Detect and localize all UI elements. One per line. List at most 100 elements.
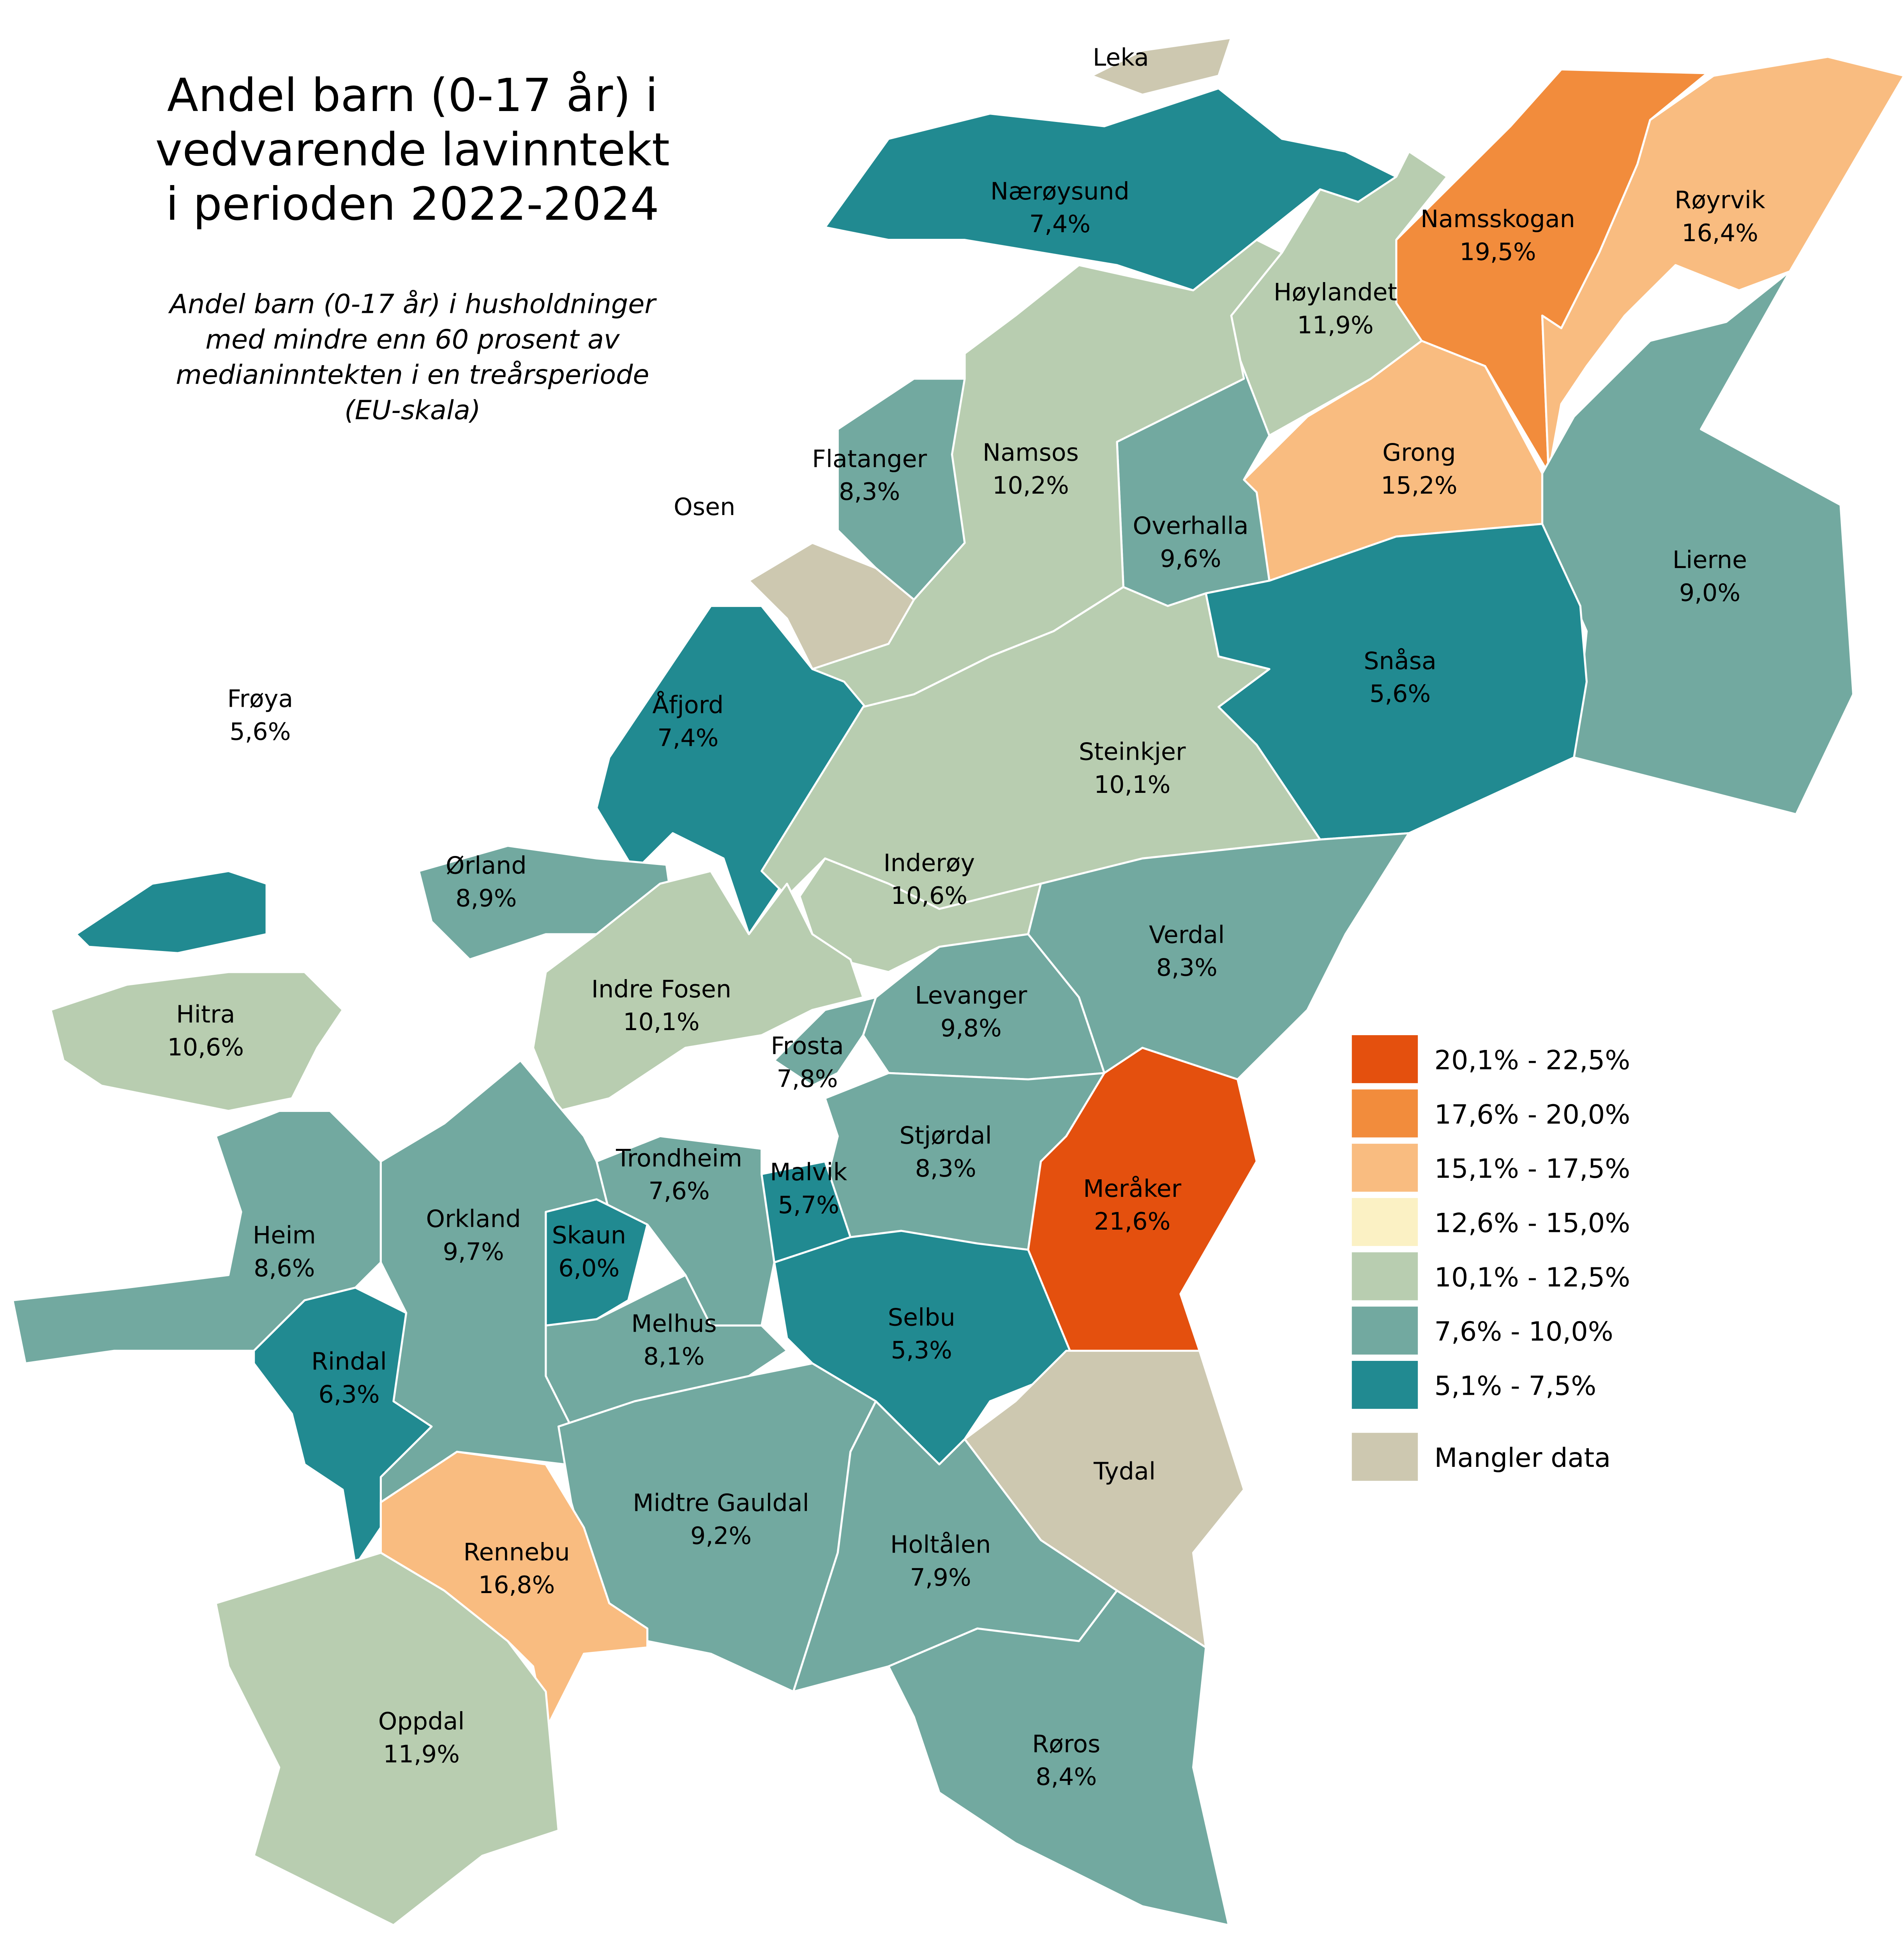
- municipality-name: Meråker: [1083, 1175, 1182, 1203]
- municipality-name: Trondheim: [616, 1144, 742, 1172]
- municipality-value: 7,4%: [657, 724, 718, 752]
- municipality-name: Åfjord: [652, 691, 723, 719]
- municipality-name: Rindal: [311, 1348, 387, 1376]
- municipality-name: Heim: [253, 1221, 316, 1249]
- municipality-value: 5,7%: [778, 1191, 839, 1219]
- municipality-name: Malvik: [770, 1158, 847, 1186]
- region-hitra: [49, 971, 344, 1112]
- title-line: Andel barn (0-17 år) i: [167, 69, 658, 122]
- municipality-name: Orkland: [426, 1205, 521, 1233]
- municipality-value: 7,6%: [648, 1177, 709, 1205]
- municipality-name: Snåsa: [1364, 647, 1436, 675]
- region-roros: [887, 1590, 1230, 1926]
- legend-swatch: [1352, 1252, 1418, 1300]
- municipality-value: 8,3%: [1156, 954, 1218, 982]
- municipality-name: Leka: [1093, 44, 1149, 72]
- title-line: i perioden 2022-2024: [166, 177, 659, 231]
- municipality-value: 8,6%: [254, 1254, 315, 1282]
- municipality-value: 15,2%: [1381, 471, 1458, 499]
- municipality-name: Midtre Gauldal: [633, 1489, 809, 1517]
- municipality-name: Nærøysund: [990, 177, 1129, 205]
- municipality-name: Skaun: [552, 1221, 626, 1249]
- municipality-name: Grong: [1382, 439, 1456, 467]
- municipality-name: Frøya: [227, 685, 293, 713]
- municipality-value: 11,9%: [383, 1740, 460, 1768]
- municipality-value: 6,3%: [318, 1380, 379, 1408]
- municipality-value: 10,2%: [992, 471, 1069, 499]
- municipality-value: 8,4%: [1036, 1763, 1097, 1791]
- region-meraker: [1027, 1046, 1258, 1352]
- legend-swatch: [1352, 1143, 1418, 1192]
- municipality-name: Osen: [674, 493, 735, 521]
- municipality-value: 5,3%: [891, 1336, 952, 1364]
- municipality-value: 10,6%: [891, 882, 968, 910]
- region-osen: [748, 542, 915, 670]
- municipality-name: Ørland: [446, 851, 527, 879]
- region-leka: [1091, 37, 1232, 96]
- legend-swatch: [1352, 1198, 1418, 1246]
- legend-swatch: [1352, 1089, 1418, 1138]
- municipality-name: Levanger: [915, 981, 1027, 1009]
- municipality-value: 9,0%: [1679, 579, 1740, 607]
- municipality-value: 8,3%: [839, 478, 900, 506]
- municipality-name: Holtålen: [890, 1531, 991, 1559]
- legend-swatch: [1352, 1433, 1418, 1481]
- legend-label: 20,1% - 22,5%: [1435, 1045, 1630, 1076]
- municipality-name: Stjørdal: [900, 1122, 992, 1150]
- title-line: vedvarende lavinntekt: [155, 123, 670, 176]
- municipality-name: Flatanger: [812, 445, 927, 473]
- municipality-name: Verdal: [1149, 921, 1225, 949]
- subtitle-line: (EU-skala): [344, 395, 480, 426]
- legend-label: 15,1% - 17,5%: [1435, 1154, 1630, 1184]
- municipality-value: 7,4%: [1029, 210, 1091, 238]
- region-froya: [75, 870, 268, 954]
- region-melhus: [545, 1274, 788, 1428]
- municipality-value: 10,1%: [623, 1008, 700, 1036]
- municipality-name: Røyrvik: [1675, 186, 1765, 214]
- municipality-name: Lierne: [1673, 546, 1747, 574]
- legend-label: 5,1% - 7,5%: [1435, 1371, 1597, 1402]
- municipality-value: 9,7%: [443, 1238, 504, 1266]
- municipality-name: Tydal: [1093, 1457, 1156, 1486]
- map-subtitle: Andel barn (0-17 år) i husholdninger med…: [168, 289, 657, 426]
- municipality-name: Høylandet: [1274, 278, 1397, 306]
- municipality-value: 5,6%: [1369, 680, 1431, 708]
- municipality-name: Røros: [1032, 1730, 1100, 1758]
- municipality-regions: [11, 37, 1904, 1926]
- subtitle-line: med mindre enn 60 prosent av: [205, 324, 620, 355]
- municipality-value: 7,8%: [776, 1065, 838, 1093]
- region-royrvik: [1541, 56, 1904, 475]
- subtitle-line: Andel barn (0-17 år) i husholdninger: [168, 289, 657, 320]
- municipality-value: 10,1%: [1094, 771, 1171, 799]
- legend-label: 17,6% - 20,0%: [1435, 1099, 1630, 1130]
- region-indre-fosen: [532, 870, 865, 1112]
- legend-label: 10,1% - 12,5%: [1435, 1262, 1630, 1293]
- municipality-name: Selbu: [888, 1303, 955, 1331]
- municipality-value: 10,6%: [167, 1033, 244, 1061]
- municipality-value: 8,9%: [455, 884, 517, 912]
- municipality-value: 5,6%: [229, 718, 291, 746]
- municipality-labels: Leka Nærøysund 7,4% Namsskogan 19,5% Røyrvik 1…: [167, 44, 1765, 1791]
- municipality-value: 16,8%: [478, 1571, 555, 1599]
- municipality-value: 11,9%: [1297, 311, 1374, 339]
- legend: 20,1% - 22,5% 17,6% - 20,0% 15,1% - 17,5% 1…: [1352, 1035, 1630, 1481]
- legend-label: 12,6% - 15,0%: [1435, 1208, 1630, 1239]
- municipality-name: Frosta: [771, 1032, 843, 1060]
- municipality-name: Steinkjer: [1079, 738, 1186, 766]
- municipality-value: 8,1%: [643, 1343, 704, 1371]
- municipality-name: Namsskogan: [1421, 205, 1575, 233]
- municipality-value: 6,0%: [558, 1254, 619, 1282]
- legend-label: Mangler data: [1435, 1443, 1611, 1473]
- map-title: Andel barn (0-17 år) i vedvarende lavinn…: [155, 69, 670, 230]
- municipality-name: Inderøy: [883, 849, 975, 877]
- region-oppdal: [215, 1551, 560, 1926]
- municipality-name: Hitra: [176, 1000, 235, 1029]
- municipality-value: 9,2%: [690, 1522, 752, 1550]
- municipality-name: Melhus: [631, 1310, 716, 1338]
- municipality-value: 7,9%: [910, 1563, 971, 1592]
- legend-swatch: [1352, 1361, 1418, 1409]
- municipality-name: Rennebu: [463, 1538, 570, 1566]
- municipality-value: 19,5%: [1459, 238, 1536, 266]
- municipality-value: 8,3%: [915, 1154, 976, 1182]
